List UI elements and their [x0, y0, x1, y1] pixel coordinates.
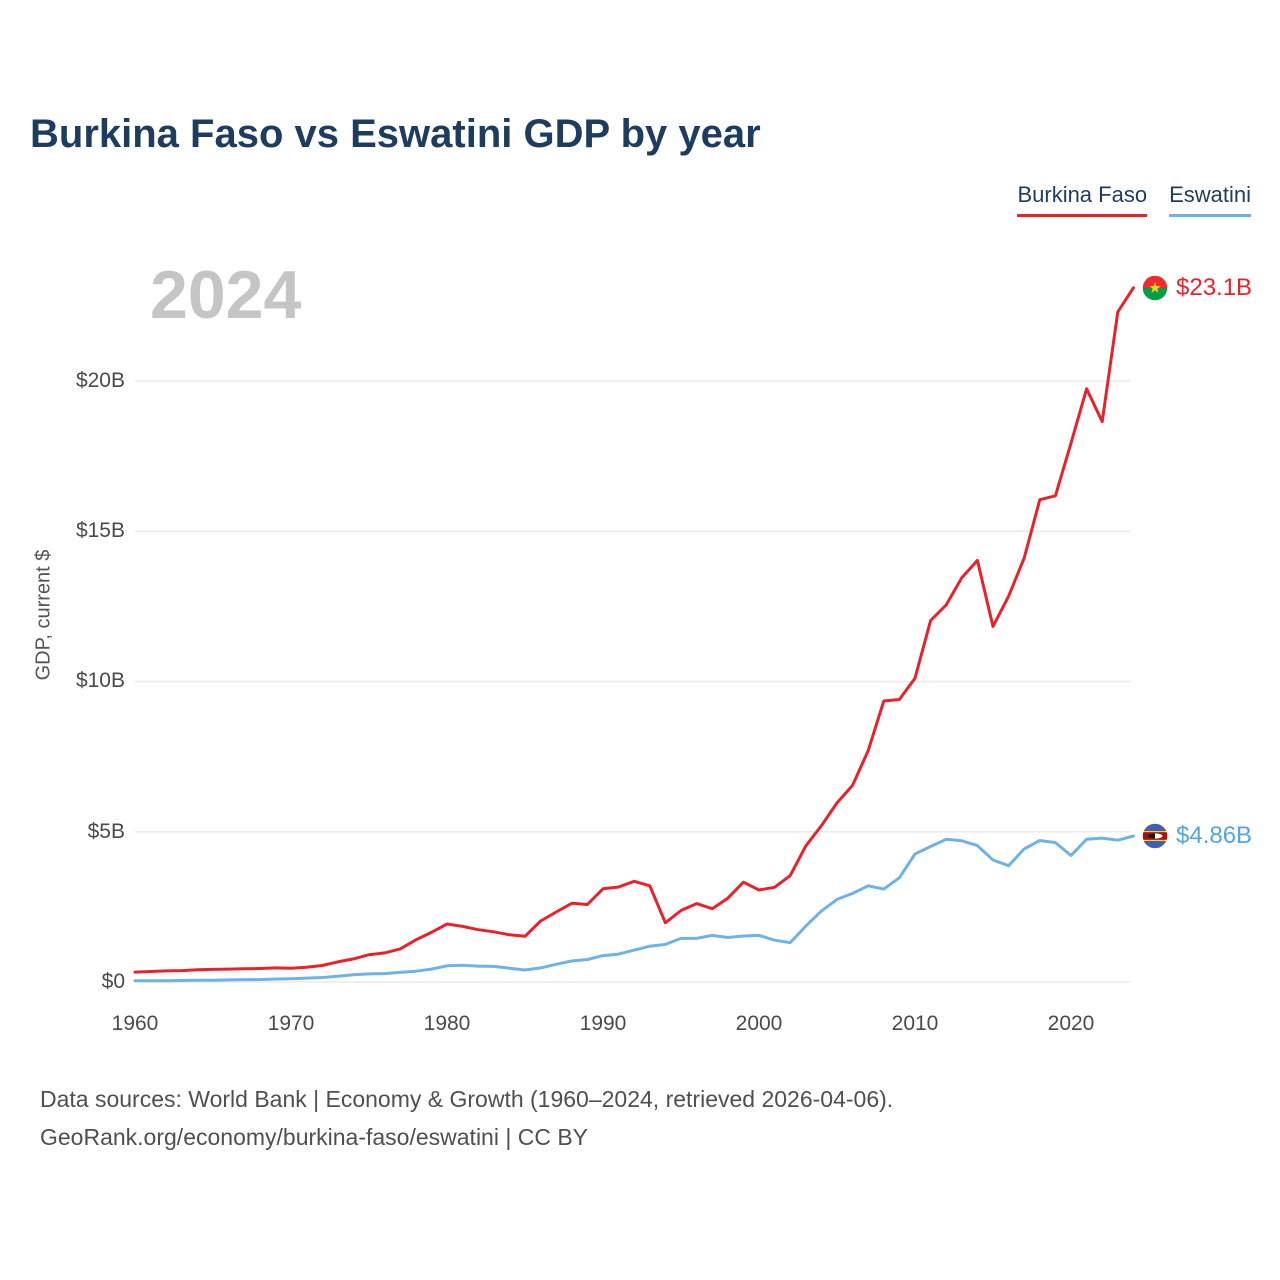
burkina-faso-end-value: $23.1B	[1176, 274, 1253, 301]
x-tick-2020: 2020	[1047, 1012, 1095, 1035]
x-tick-1980: 1980	[423, 1012, 471, 1035]
eswatini-end-value: $4.86B	[1176, 822, 1253, 849]
legend-item-burkina-faso[interactable]: Burkina Faso	[1017, 182, 1148, 217]
y-tick-20b: $20B	[75, 369, 125, 392]
x-tick-1990: 1990	[579, 1012, 627, 1035]
burkina-faso-line	[133, 286, 1135, 974]
watermark-year: 2024	[150, 257, 302, 333]
y-tick-5b: $5B	[87, 820, 125, 843]
legend: Burkina Faso Eswatini	[1017, 182, 1251, 217]
attribution-text: GeoRank.org/economy/burkina-faso/eswatin…	[40, 1124, 589, 1150]
y-tick-10b: $10B	[75, 669, 125, 692]
y-tick-15b: $15B	[75, 519, 125, 542]
x-tick-1970: 1970	[267, 1012, 315, 1035]
eswatini-flag-icon	[1141, 822, 1169, 850]
eswatini-line	[133, 834, 1135, 983]
x-tick-1960: 1960	[111, 1012, 159, 1035]
legend-item-eswatini[interactable]: Eswatini	[1169, 182, 1251, 217]
burkina-faso-flag-icon	[1141, 274, 1169, 302]
y-tick-0: $0	[101, 970, 125, 993]
x-tick-2000: 2000	[735, 1012, 783, 1035]
x-tick-2010: 2010	[891, 1012, 939, 1035]
data-sources-text: Data sources: World Bank | Economy & Gro…	[40, 1086, 894, 1112]
gridlines	[135, 380, 1131, 983]
page-title: Burkina Faso vs Eswatini GDP by year	[30, 112, 761, 156]
